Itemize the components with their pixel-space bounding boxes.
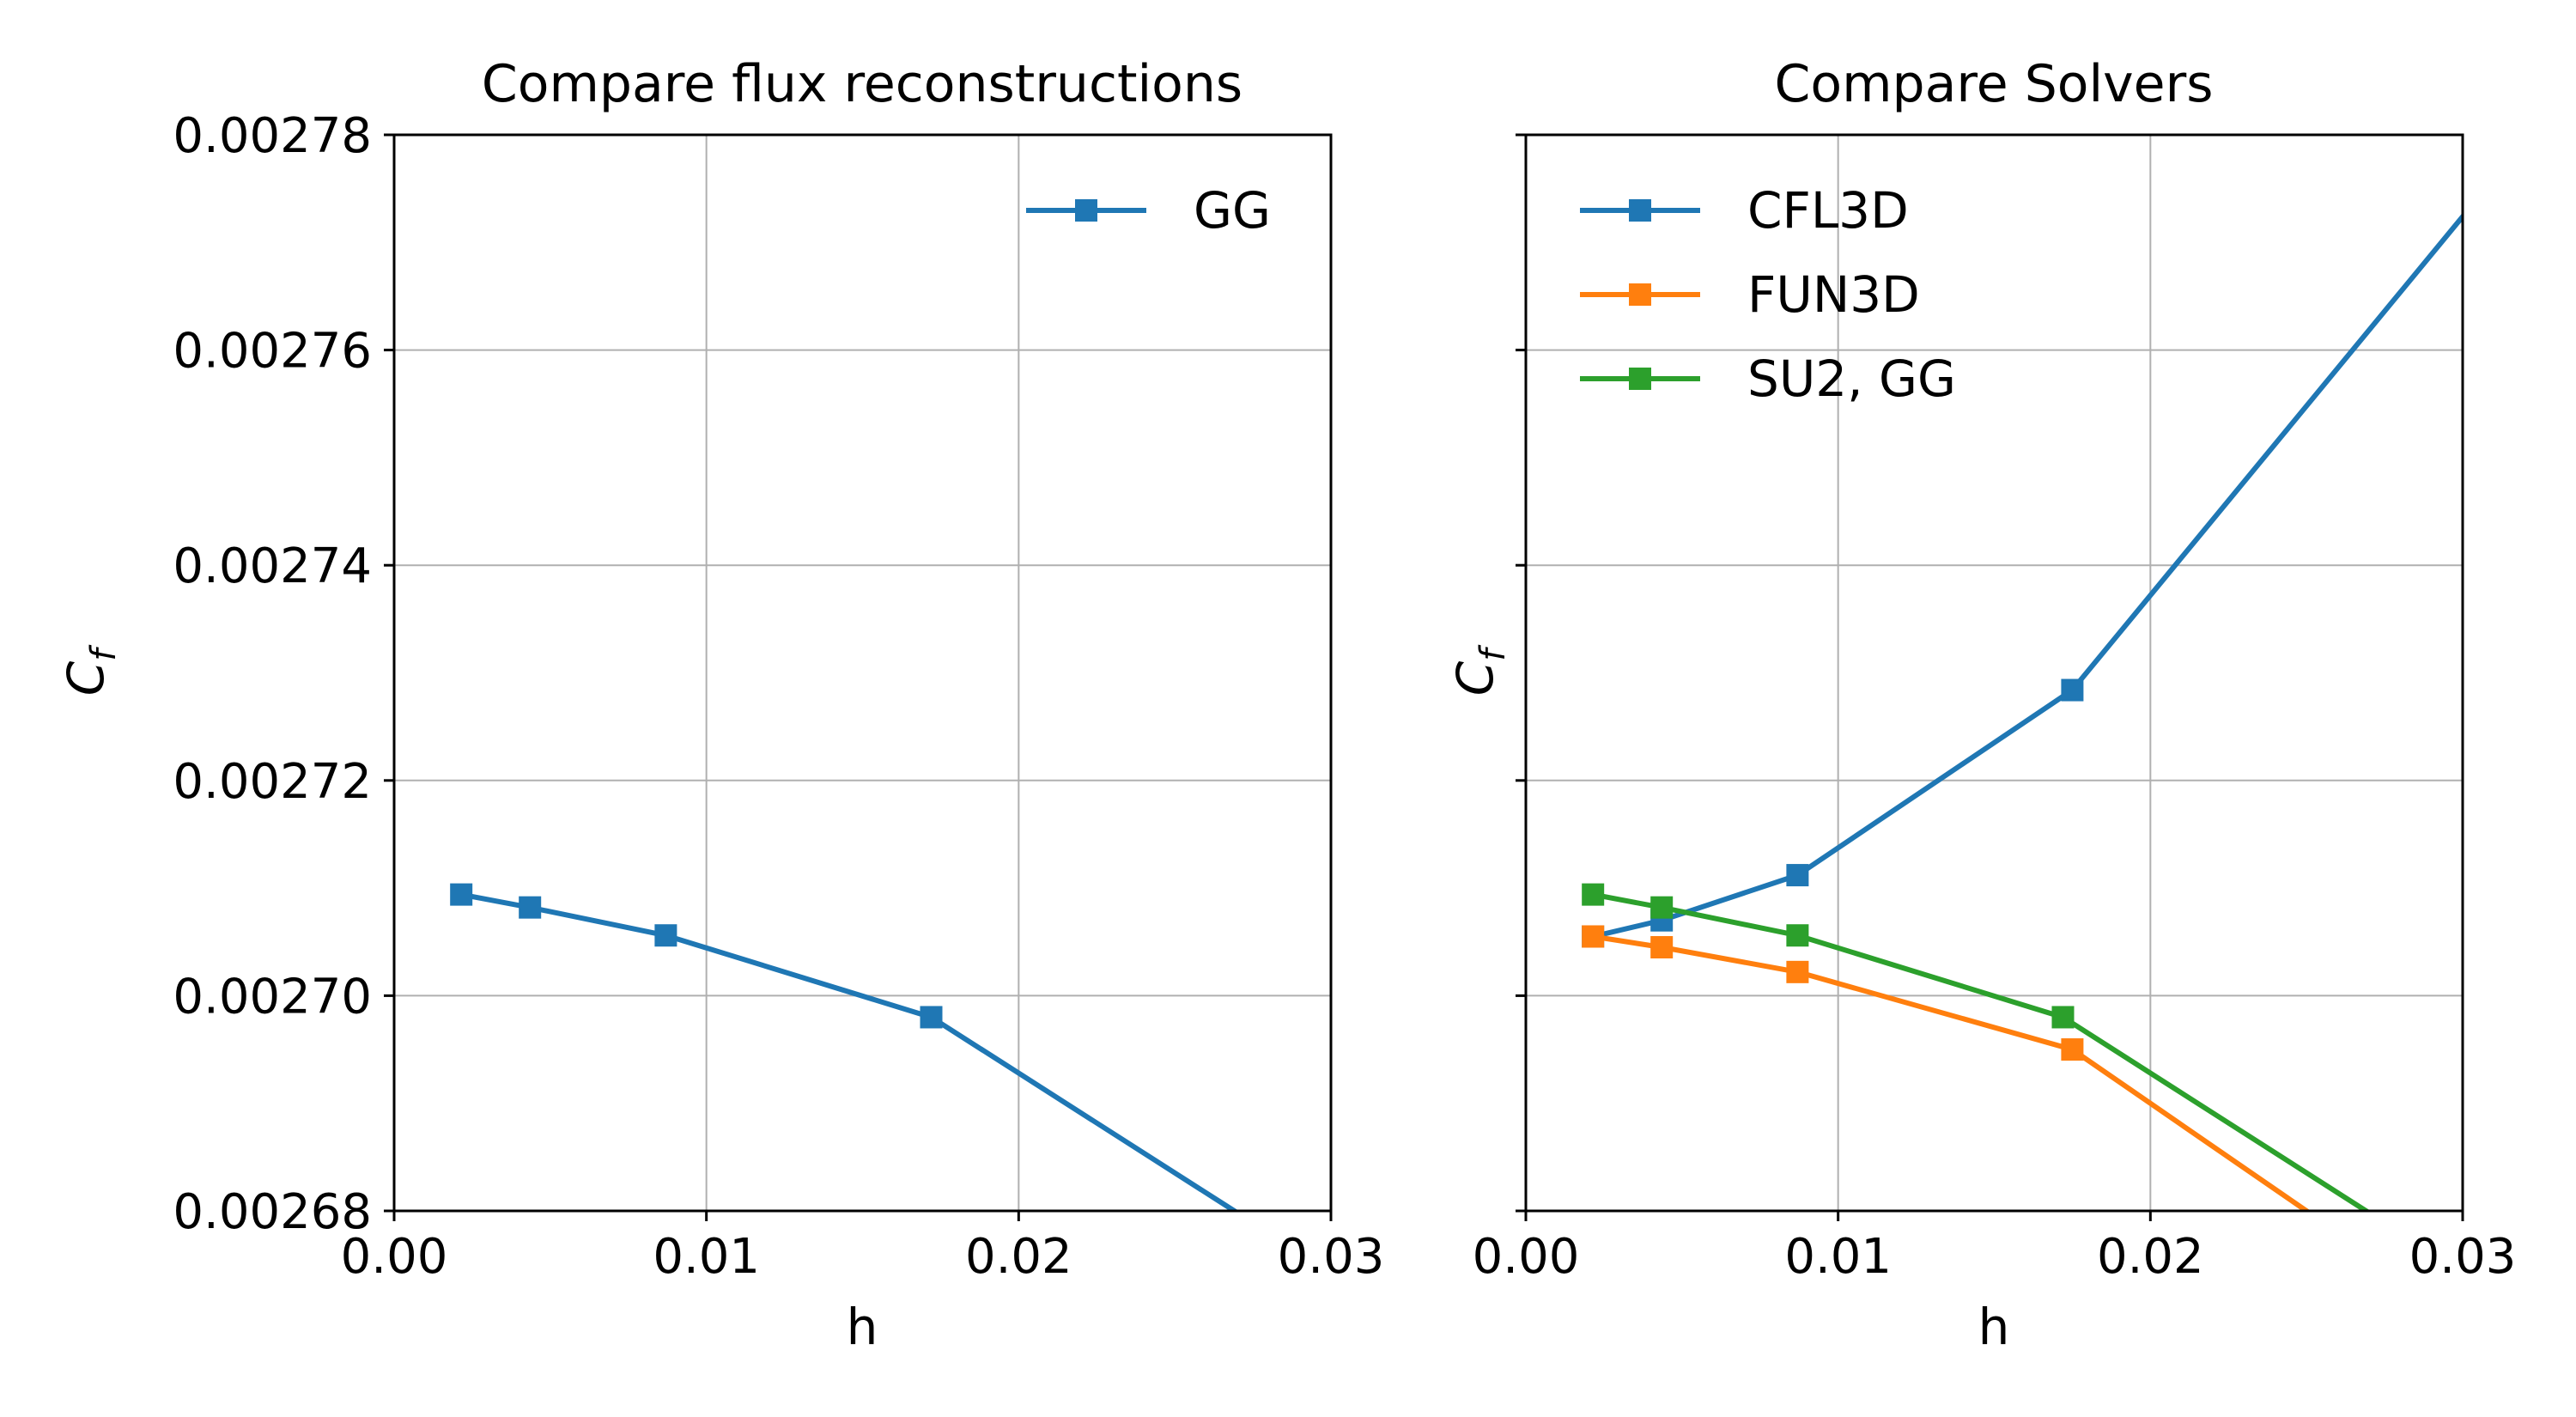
legend-label: SU2, GG: [1747, 350, 1956, 408]
x-tick-label: 0.01: [1784, 1229, 1892, 1285]
legend-marker: [1075, 199, 1097, 222]
panel-right-title: Compare Solvers: [1774, 54, 2213, 114]
legend-label: GG: [1194, 181, 1271, 240]
panel-left-frame: [392, 133, 1333, 1213]
series-marker: [2061, 678, 2084, 702]
legend-marker: [1629, 368, 1651, 390]
x-tick-label: 0.02: [965, 1229, 1072, 1285]
panel-right-legend: CFL3D FUN3D SU2, GG: [1580, 181, 1956, 408]
x-tick-label: 0.02: [2097, 1229, 2204, 1285]
series-line: [1589, 212, 2463, 940]
panel-left-series: [450, 883, 1240, 1211]
y-tick-label: 0.00278: [173, 108, 372, 164]
panel-right-ticks: 0.00 0.01 0.02 0.03: [1473, 133, 2517, 1285]
panel-left-ticks: 0.00 0.01 0.02 0.03 0.00268 0.00270 0.00272 0.0…: [173, 108, 1384, 1285]
y-tick-label: 0.00270: [173, 969, 372, 1025]
panel-left-xlabel: h: [847, 1298, 878, 1356]
y-tick-label: 0.00272: [173, 754, 372, 810]
panel-left-grid: [393, 134, 1332, 1212]
panel-left-legend: GG: [1026, 181, 1271, 240]
series-marker: [1650, 896, 1674, 919]
series-marker: [1786, 960, 1809, 983]
series-marker: [2061, 1038, 2084, 1061]
panel-left-ylabel: Cf: [57, 644, 124, 696]
series-marker: [920, 1006, 943, 1029]
series-marker: [1582, 925, 1605, 948]
series-marker: [519, 896, 542, 919]
panel-right-xlabel: h: [1978, 1298, 2010, 1356]
legend-label: FUN3D: [1747, 265, 1920, 324]
x-tick-label: 0.01: [653, 1229, 760, 1285]
panel-left: Compare flux reconstructions 0.00 0.01 0.0…: [57, 54, 1384, 1356]
y-tick-label: 0.00268: [173, 1184, 372, 1240]
x-tick-label: 0.00: [1473, 1229, 1580, 1285]
x-tick-label: 0.03: [2409, 1229, 2517, 1285]
series-line: [458, 891, 1240, 1211]
legend-label: CFL3D: [1747, 181, 1909, 240]
series-marker: [1786, 864, 1809, 887]
y-tick-label: 0.00274: [173, 538, 372, 594]
series-line: [1589, 934, 2312, 1211]
series-marker: [450, 883, 473, 906]
legend-marker: [1629, 283, 1651, 306]
series-marker: [1650, 936, 1674, 959]
legend-marker: [1629, 199, 1651, 222]
y-tick-label: 0.00276: [173, 324, 372, 380]
panel-right-ylabel: Cf: [1446, 644, 1513, 696]
series-marker: [1582, 883, 1605, 906]
x-tick-label: 0.00: [341, 1229, 448, 1285]
x-tick-label: 0.03: [1278, 1229, 1385, 1285]
series-marker: [654, 924, 677, 947]
series-marker: [1786, 924, 1809, 947]
series-marker: [2051, 1006, 2075, 1029]
series-line: [1589, 891, 2372, 1211]
panel-right: Compare Solvers 0.00 0.01 0.02 0.03 h Cf CF…: [1446, 54, 2517, 1356]
panel-right-frame: [1524, 133, 2464, 1213]
panel-left-title: Compare flux reconstructions: [482, 54, 1242, 114]
panel-right-series: [1582, 212, 2463, 1211]
